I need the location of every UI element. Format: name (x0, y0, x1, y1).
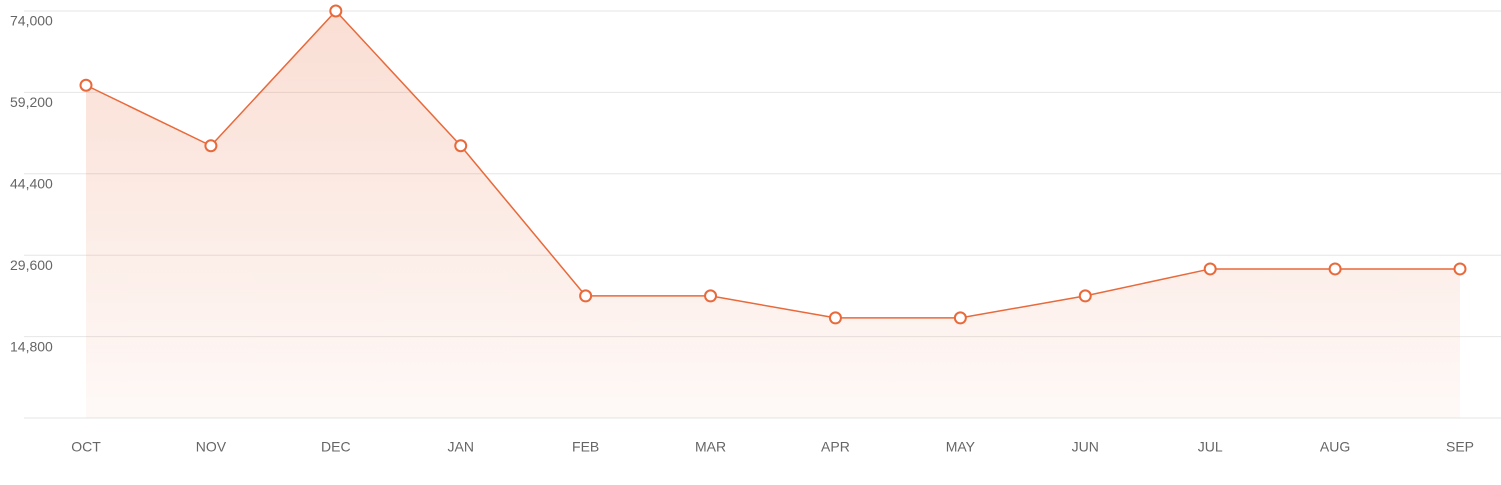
point (828, 311, 842, 325)
x-tick-label: MAR (695, 439, 726, 455)
x-tick-label: SEP (1446, 439, 1474, 455)
y-tick-label: 29,600 (10, 257, 53, 273)
point (704, 289, 718, 303)
y-tick-label: 44,400 (10, 176, 53, 192)
point (329, 4, 343, 18)
x-tick-label: AUG (1320, 439, 1350, 455)
y-tick-label: 59,200 (10, 94, 53, 110)
point (454, 139, 468, 153)
line (85, 9, 1460, 319)
point (953, 311, 967, 325)
x-tick-label: OCT (71, 439, 101, 455)
x-tick-label: APR (821, 439, 850, 455)
x-tick-label: JUL (1198, 439, 1223, 455)
point (79, 78, 93, 92)
area (86, 11, 1460, 418)
point (1203, 262, 1217, 276)
x-tick-label: JUN (1072, 439, 1099, 455)
x-tick-label: JAN (448, 439, 474, 455)
x-tick-label: FEB (572, 439, 599, 455)
y-tick-label: 14,800 (10, 338, 53, 354)
point (1328, 262, 1342, 276)
x-tick-label: NOV (196, 439, 227, 455)
point (1078, 289, 1092, 303)
point (1453, 262, 1467, 276)
point (579, 289, 593, 303)
x-tick-label: DEC (321, 439, 351, 455)
point (204, 139, 218, 153)
x-tick-label: MAY (946, 439, 976, 455)
y-tick-label: 74,000 (10, 13, 53, 29)
